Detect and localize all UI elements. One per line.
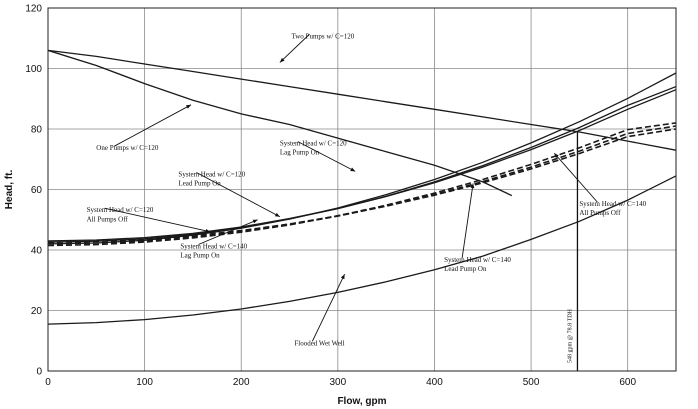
operating-point-label: 548 gpm @ 78.8 TDH [567,308,573,363]
series-line-9 [48,175,676,325]
annotation-label: One Pumps w/ C=120 [96,144,159,152]
x-tick-label: 400 [426,377,443,388]
annotation-arrowhead [205,228,211,233]
x-tick-label: 100 [136,377,153,388]
annotation-arrowhead [340,274,345,280]
annotation-label: System Head w/ C=120 [87,206,154,214]
series-line-1 [48,49,676,151]
grid-layer [47,7,676,372]
annotation-arrowhead [470,183,475,189]
annotation-label: System Head w/ C=120 [280,140,347,148]
annotation-label: System Head w/ C=120 [178,170,245,178]
annotation-label: Lead Pump On [178,180,221,188]
annotation-leader [297,141,356,172]
axis-layer: 0 100 200 300 400 500 600 0 20 40 60 80 100 120 [25,4,677,388]
annotation-label: Flooded Wet Well [294,339,344,347]
y-tick-label: 120 [25,4,42,15]
x-tick-label: 0 [45,377,51,388]
annotation-arrowhead [186,104,191,109]
annotation-arrowhead [252,219,258,224]
annotation-arrowhead [554,153,559,158]
y-tick-label: 20 [31,306,43,317]
x-tick-label: 200 [233,377,250,388]
annotation-label: Lag Pump On [280,149,320,157]
annotation-leader [198,219,258,245]
annotation-arrowhead [279,57,285,63]
y-tick-label: 60 [31,185,43,196]
annotation-label: System Head w/ C=140 [180,242,247,250]
x-tick-label: 600 [619,377,636,388]
annotation-leader [196,172,281,218]
annotation-leader [461,183,474,259]
annotation-label: All Pumps Off [579,209,621,217]
x-axis-title: Flow, gpm [337,396,386,407]
series-line-4 [48,85,676,243]
annotation-label: Two Pumps w/ C=120 [291,32,354,40]
x-tick-label: 300 [330,377,347,388]
x-tick-label: 500 [523,377,540,388]
annotation-arrowhead [274,212,280,217]
y-tick-label: 80 [31,125,43,136]
series-layer [48,49,676,325]
y-tick-label: 100 [25,64,42,75]
annotation-leader [279,33,310,63]
annotation-label: Lag Pump On [180,252,220,260]
series-line-5 [48,89,676,242]
series-line-8 [48,128,676,244]
annotation-label: System Head w/ C=140 [444,256,511,264]
annotation-label: All Pumps Off [87,215,129,223]
annotation-label: System Head w/ C=140 [579,200,646,208]
series-line-2 [48,49,513,197]
annotation-leader [104,207,211,233]
y-tick-label: 0 [36,367,42,378]
annotation-leader [114,104,192,147]
y-tick-label: 40 [31,246,43,257]
annotation-layer: 548 gpm @ 78.8 TDH Two Pumps w/ C=120 One … [87,32,647,371]
plot-frame [47,7,677,372]
y-axis-title: Head, ft. [4,170,15,210]
annotation-arrowhead [350,167,356,172]
annotation-leader [311,274,346,342]
annotation-leader [553,152,598,203]
annotation-label: Lead Pump On [444,265,487,273]
